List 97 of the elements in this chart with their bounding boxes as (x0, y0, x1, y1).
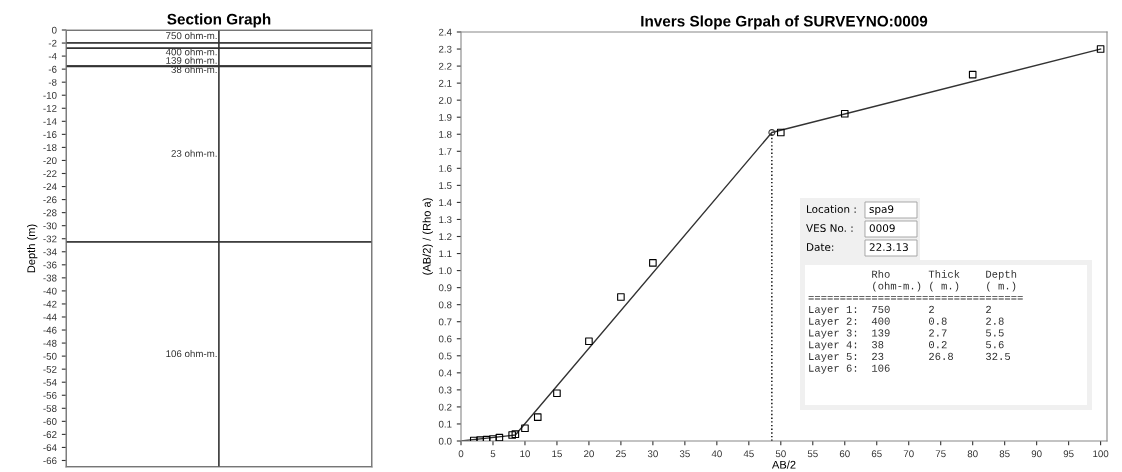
x-tick-label: 10 (520, 450, 530, 458)
y-tick-label: -60 (43, 418, 57, 425)
x-tick-label: 70 (903, 450, 914, 458)
x-tick-label: 30 (647, 450, 658, 458)
y-tick-label: 2.1 (438, 79, 452, 87)
y-tick-label: -10 (43, 91, 57, 99)
x-tick-label: 5 (490, 450, 496, 458)
y-tick-label: 0.2 (438, 403, 452, 411)
y-tick-label: -2 (48, 39, 57, 47)
y-tick-label: -50 (43, 352, 57, 360)
y-axis-title: (AB/2) / (Rho a) (422, 198, 433, 275)
y-tick-label: -58 (43, 405, 57, 412)
y-tick-label: 0.0 (438, 437, 452, 445)
x-tick-label: 35 (679, 450, 690, 458)
y-tick-label: 2.4 (438, 28, 452, 36)
x-tick-label: 90 (1031, 450, 1042, 458)
x-tick-label: 45 (743, 450, 754, 458)
x-tick-label: 85 (999, 450, 1010, 458)
y-tick-label: 1.4 (439, 199, 452, 206)
y-tick-label: -32 (43, 235, 57, 243)
y-tick-label: -20 (43, 157, 57, 165)
y-tick-label: -4 (48, 52, 57, 60)
y-tick-label: 2.2 (438, 62, 452, 70)
y-tick-label: -40 (43, 287, 57, 295)
y-tick-label: 2.3 (438, 45, 452, 53)
y-tick-label: -46 (43, 326, 57, 334)
y-tick-label: 0.7 (438, 318, 452, 326)
x-tick-label: 15 (552, 450, 562, 458)
y-tick-label: -12 (43, 105, 57, 112)
y-tick-label: 0.3 (438, 386, 452, 394)
annotation: 22.3.13 (869, 243, 908, 252)
y-tick-label: -42 (43, 300, 57, 308)
y-tick-label: -34 (43, 248, 57, 256)
y-tick-label: 1.2 (439, 233, 452, 241)
y-tick-label: 2.0 (438, 96, 452, 104)
y-tick-label: 0 (51, 26, 57, 34)
annotation: Location : (807, 204, 856, 214)
y-tick-label: -30 (43, 222, 57, 230)
x-tick-label: 75 (935, 450, 946, 458)
x-tick-label: 20 (584, 450, 594, 458)
y-tick-label: -28 (43, 209, 57, 217)
y-tick-label: -64 (43, 444, 57, 452)
y-tick-label: -66 (43, 457, 57, 465)
x-tick-label: 100 (1093, 450, 1109, 458)
y-tick-label: -62 (43, 431, 57, 439)
x-tick-label: 0 (458, 450, 464, 458)
y-tick-label: 0.8 (438, 301, 452, 309)
y-tick-label: 0.9 (438, 284, 452, 292)
x-tick-label: 55 (807, 450, 818, 458)
y-tick-label: -36 (43, 261, 57, 269)
y-tick-label: 1.8 (439, 130, 452, 138)
y-tick-label: -52 (43, 365, 57, 373)
y-tick-label: -14 (43, 118, 57, 125)
annotation: 400 ohm-m. (165, 48, 217, 56)
annotation: spa9 (869, 205, 894, 216)
y-tick-label: -48 (43, 339, 57, 347)
x-tick-label: 60 (839, 450, 850, 458)
y-tick-label: -56 (43, 391, 57, 399)
annotation: Date: (807, 243, 834, 252)
chart-title: Invers Slope Grpah of SURVEYNO:0009 (641, 15, 928, 30)
y-tick-label: -38 (43, 274, 57, 282)
annotation: VES No. : (806, 224, 853, 233)
y-tick-label: -8 (48, 78, 57, 86)
annotation: 750 ohm-m. (166, 31, 217, 40)
text: Rho Thick Depth (ohm-m.) ( m.) ( m.) ================================== Layer 1: 750 2 2 Layer 2: 400 0.8 2.8 Layer 3: 139 2.7 5.5 Layer 4: 38 0.2 5.6 Layer 5: 23 26.8 32.5 Layer 6: 106 (808, 270, 1023, 374)
y-tick-label: 0.6 (438, 335, 452, 343)
annotation: 106 ohm-m. (166, 349, 217, 358)
y-tick-label: 1.1 (439, 250, 452, 258)
x-tick-label: 50 (775, 450, 786, 458)
y-tick-label: 1.5 (439, 182, 452, 189)
y-tick-label: -24 (43, 183, 57, 191)
y-tick-label: 1.3 (439, 216, 452, 224)
x-tick-label: 95 (1063, 450, 1074, 458)
chart-title: Section Graph (167, 13, 271, 28)
y-tick-label: -44 (43, 313, 57, 321)
y-axis-title: Depth (m) (27, 224, 38, 273)
y-tick-label: -6 (48, 65, 57, 73)
y-tick-label: -26 (43, 196, 57, 204)
y-tick-label: 0.1 (438, 420, 452, 428)
y-tick-label: 1.7 (439, 148, 452, 155)
x-tick-label: 80 (967, 450, 978, 458)
y-tick-label: 0.5 (438, 352, 452, 360)
annotation: 139 ohm-m. (166, 56, 217, 64)
y-tick-label: -16 (43, 131, 57, 138)
y-tick-label: -54 (43, 379, 57, 386)
y-tick-label: -22 (43, 170, 57, 178)
y-tick-label: 1.0 (439, 267, 452, 275)
x-tick-label: 65 (871, 450, 882, 458)
x-tick-label: 25 (615, 450, 626, 458)
x-tick-label: 40 (711, 450, 722, 458)
annotation: 0009 (869, 224, 895, 233)
annotation: 23 ohm-m. (171, 149, 217, 157)
y-tick-label: 1.6 (439, 165, 452, 172)
x-axis-title: AB/2 (771, 460, 796, 469)
y-tick-label: 0.4 (438, 369, 452, 377)
y-tick-label: -18 (43, 144, 57, 152)
y-tick-label: 1.9 (439, 113, 452, 121)
